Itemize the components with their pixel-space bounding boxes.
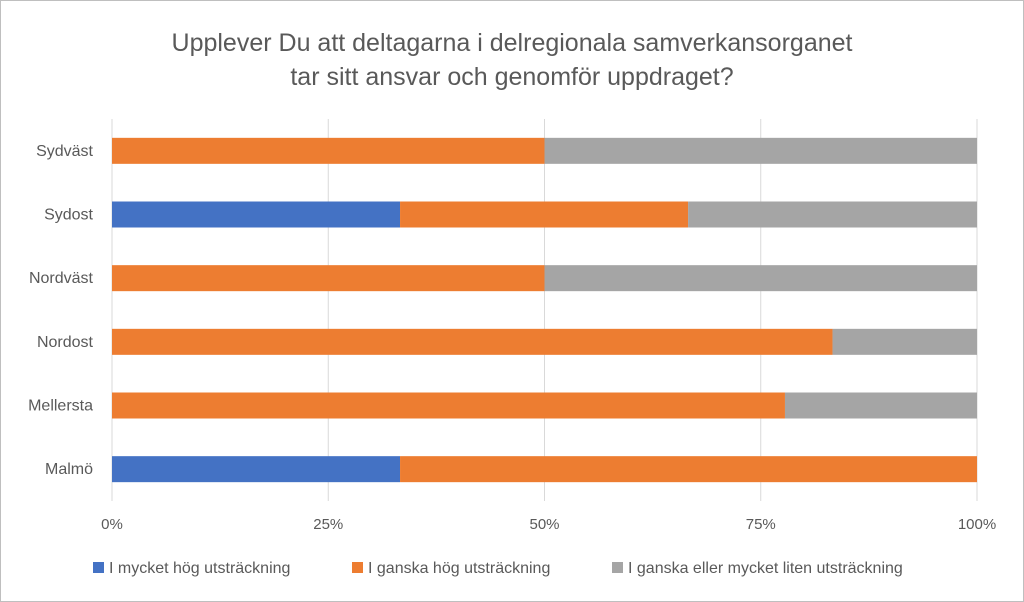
bar-segment — [112, 265, 545, 292]
x-tick-label: 25% — [313, 516, 343, 533]
tick-labels: 0% 25% 50% 75% 100% — [101, 516, 996, 533]
bar-segment — [112, 456, 401, 483]
bar-segment — [832, 328, 977, 355]
category-label: Sydost — [44, 207, 93, 224]
bar-segment — [544, 265, 977, 292]
bar-segment — [400, 201, 689, 228]
category-label: Mellersta — [28, 398, 93, 415]
bar-segment — [400, 456, 977, 483]
legend-label: I mycket hög utsträckning — [109, 560, 290, 577]
legend-swatch — [352, 562, 363, 573]
category-label: Nordost — [37, 334, 94, 351]
legend-label: I ganska hög utsträckning — [368, 560, 550, 577]
category-label: Sydväst — [36, 143, 93, 160]
bar-segment — [112, 201, 401, 228]
x-tick-label: 0% — [101, 516, 123, 533]
bars — [112, 137, 977, 483]
bar-segment — [112, 137, 545, 164]
x-tick-label: 75% — [746, 516, 776, 533]
category-label: Nordväst — [29, 270, 94, 287]
bar-segment — [688, 201, 977, 228]
chart-title-line-2: tar sitt ansvar och genomför uppdraget? — [290, 63, 733, 91]
category-labels: Sydväst Sydost Nordväst Nordost Mellersta Mal… — [28, 143, 93, 478]
category-label: Malmö — [45, 461, 93, 478]
bar-segment — [544, 137, 977, 164]
gridlines — [111, 119, 978, 501]
legend: I mycket hög utsträckning I ganska hög ut… — [93, 560, 903, 577]
legend-swatch — [93, 562, 104, 573]
bar-segment — [112, 328, 833, 355]
x-tick-label: 100% — [958, 516, 996, 533]
legend-label: I ganska eller mycket liten utsträckning — [628, 560, 903, 577]
legend-swatch — [612, 562, 623, 573]
chart-title-line-1: Upplever Du att deltagarna i delregional… — [172, 29, 853, 57]
x-tick-label: 50% — [529, 516, 559, 533]
bar-segment — [112, 392, 785, 419]
bar-segment — [784, 392, 977, 419]
